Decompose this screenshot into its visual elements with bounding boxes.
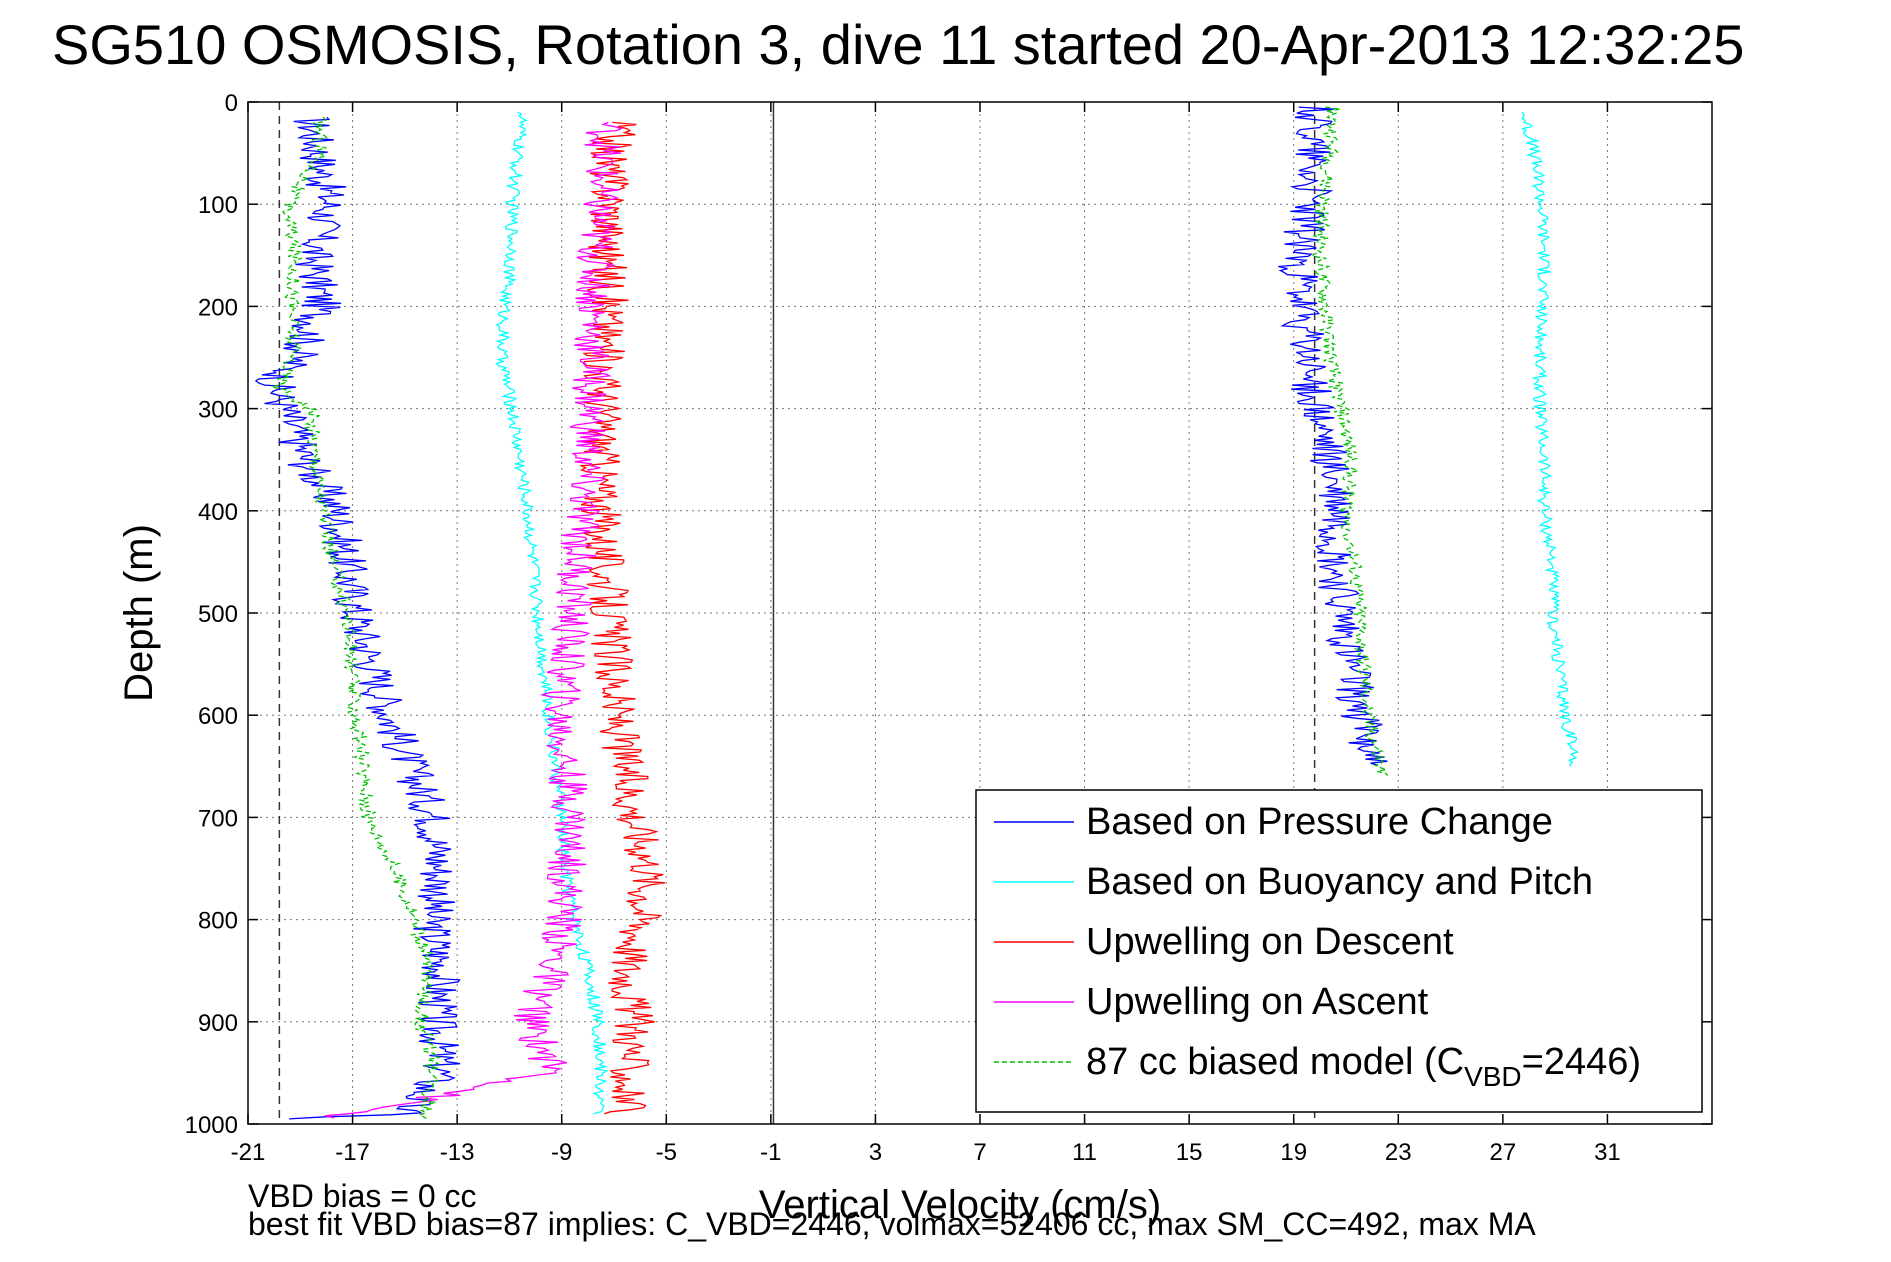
x-tick-label: 15 <box>1176 1139 1203 1166</box>
legend-box <box>975 789 1703 1113</box>
vbd-bias-note: VBD bias = 0 cc <box>248 1178 477 1214</box>
x-tick-label: -1 <box>760 1139 781 1166</box>
series-line-3 <box>578 121 666 1115</box>
x-tick-label: -17 <box>335 1139 370 1166</box>
legend-entry-label: Based on Buoyancy and Pitch <box>1086 861 1593 903</box>
best-fit-note: best fit VBD bias=87 implies: C_VBD=2446… <box>248 1206 1536 1242</box>
x-tick-label: 31 <box>1594 1139 1621 1166</box>
y-tick-label: 600 <box>198 703 238 730</box>
y-tick-label: 200 <box>198 294 238 321</box>
legend-entry-label: Upwelling on Ascent <box>1086 981 1429 1023</box>
y-tick-label: 100 <box>198 192 238 219</box>
series-line-5 <box>269 116 442 1120</box>
legend-entry-label: Upwelling on Descent <box>1086 921 1454 963</box>
y-tick-label: 500 <box>198 601 238 628</box>
y-tick-label: 1000 <box>185 1112 238 1139</box>
legend-entry-label: Based on Pressure Change <box>1086 801 1553 843</box>
series-line-2 <box>495 111 609 1115</box>
x-tick-label: 23 <box>1385 1139 1412 1166</box>
legend: Based on Pressure Change Based on Buoyanc… <box>975 789 1703 1113</box>
legend-entry-label: 87 cc biased model (CVBD=2446) <box>1086 1041 1641 1092</box>
y-tick-label: 800 <box>198 908 238 935</box>
x-tick-label: -5 <box>656 1139 677 1166</box>
series-line-1 <box>254 116 461 1120</box>
reference-lines <box>278 102 1316 1124</box>
x-tick-label: -21 <box>231 1139 266 1166</box>
y-axis-label: Depth (m) <box>117 524 161 702</box>
y-tick-label: 400 <box>198 499 238 526</box>
y-tick-label: 0 <box>225 90 238 117</box>
series-line-2-ascent <box>1520 111 1580 767</box>
x-tick-label: -9 <box>551 1139 572 1166</box>
x-tick-label: 7 <box>973 1139 986 1166</box>
x-tick-label: 19 <box>1280 1139 1307 1166</box>
y-tick-label: 900 <box>198 1010 238 1037</box>
chart-title: SG510 OSMOSIS, Rotation 3, dive 11 start… <box>52 13 1745 76</box>
x-tick-label: 11 <box>1072 1139 1097 1166</box>
x-tick-label: -13 <box>440 1139 475 1166</box>
series-line-4 <box>324 121 624 1119</box>
tick-labels: -21 -17 -13 -9 -5 -1 3 7 11 15 19 23 27 3101002003004… <box>185 90 1712 1166</box>
x-tick-label: 3 <box>869 1139 882 1166</box>
x-tick-label: 27 <box>1490 1139 1517 1166</box>
x-axis-label: Vertical Velocity (cm/s) <box>759 1183 1161 1227</box>
series-layer <box>254 106 1580 1120</box>
y-tick-label: 700 <box>198 805 238 832</box>
series-line-1-ascent <box>1278 106 1388 766</box>
y-tick-label: 300 <box>198 397 238 424</box>
series-line-5-ascent <box>1311 106 1389 776</box>
